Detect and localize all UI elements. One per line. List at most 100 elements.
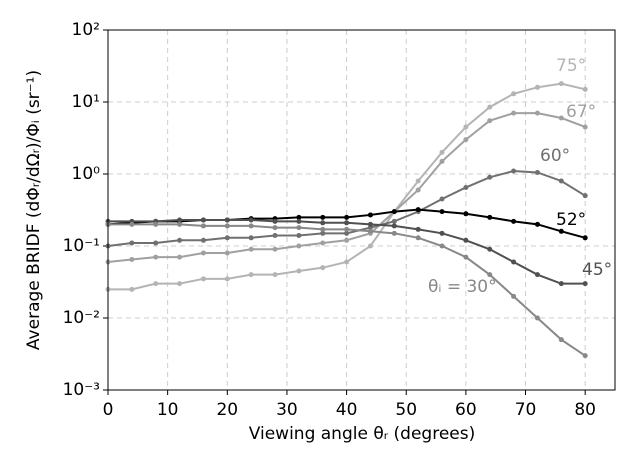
data-point: [177, 237, 183, 243]
y-tick-label: 10⁻³: [63, 380, 100, 400]
series-label: θᵢ = 30°: [428, 277, 497, 297]
data-point: [153, 221, 159, 227]
data-point: [582, 353, 588, 359]
data-point: [344, 230, 350, 236]
data-point: [272, 218, 278, 224]
data-point: [391, 230, 397, 236]
data-point: [272, 232, 278, 238]
x-tick-label: 80: [574, 400, 596, 420]
data-point: [582, 235, 588, 241]
data-point: [248, 235, 254, 241]
data-point: [415, 235, 421, 241]
data-point: [344, 214, 350, 220]
data-point: [248, 217, 254, 223]
data-point: [582, 124, 588, 130]
y-tick-label: 10⁻¹: [63, 236, 100, 256]
data-point: [558, 228, 564, 234]
series-label: 52°: [556, 210, 586, 230]
data-point: [224, 217, 230, 223]
data-point: [129, 240, 135, 246]
data-point: [534, 272, 540, 278]
data-point: [248, 272, 254, 278]
x-tick-label: 70: [515, 400, 537, 420]
data-point: [511, 110, 517, 116]
data-point: [296, 225, 302, 231]
data-point: [129, 286, 135, 292]
y-tick-label: 10⁰: [72, 164, 101, 184]
x-tick-label: 0: [103, 400, 114, 420]
data-point: [296, 232, 302, 238]
data-point: [511, 91, 517, 97]
x-tick-label: 60: [455, 400, 477, 420]
data-point: [367, 228, 373, 234]
data-point: [296, 218, 302, 224]
data-point: [463, 124, 469, 130]
data-point: [296, 268, 302, 274]
series-label: 75°: [556, 56, 586, 76]
data-point: [320, 226, 326, 232]
series-label: 45°: [582, 260, 612, 280]
data-point: [320, 230, 326, 236]
data-point: [534, 84, 540, 90]
data-point: [439, 209, 445, 215]
data-point: [153, 281, 159, 287]
data-point: [558, 115, 564, 121]
data-point: [272, 272, 278, 278]
series-label: 67°: [566, 102, 596, 122]
data-point: [534, 315, 540, 321]
data-point: [320, 265, 326, 271]
data-point: [558, 337, 564, 343]
data-point: [248, 223, 254, 229]
data-point: [391, 218, 397, 224]
data-point: [534, 110, 540, 116]
x-axis-label: Viewing angle θᵣ (degrees): [249, 424, 476, 444]
data-point: [558, 281, 564, 287]
data-point: [248, 246, 254, 252]
data-point: [534, 169, 540, 175]
y-tick-label: 10⁻²: [63, 308, 100, 328]
data-point: [344, 259, 350, 265]
data-point: [320, 214, 326, 220]
data-point: [224, 276, 230, 282]
data-point: [511, 218, 517, 224]
series-line: [108, 223, 586, 357]
data-point: [511, 168, 517, 174]
data-point: [224, 250, 230, 256]
data-point: [415, 187, 421, 193]
data-point: [200, 223, 206, 229]
data-point: [463, 237, 469, 243]
data-point: [463, 184, 469, 190]
data-point: [487, 104, 493, 110]
x-tick-label: 30: [276, 400, 298, 420]
data-point: [272, 246, 278, 252]
x-tick-label: 20: [216, 400, 238, 420]
data-point: [487, 174, 493, 180]
data-point: [129, 221, 135, 227]
series-label: 60°: [540, 146, 570, 166]
data-point: [224, 223, 230, 229]
x-tick-label: 40: [336, 400, 358, 420]
data-point: [200, 237, 206, 243]
data-point: [582, 281, 588, 287]
data-point: [415, 178, 421, 184]
data-point: [367, 221, 373, 227]
x-tick-label: 50: [395, 400, 417, 420]
data-point: [487, 246, 493, 252]
data-point: [367, 212, 373, 218]
data-point: [582, 193, 588, 199]
data-point: [177, 221, 183, 227]
data-point: [200, 250, 206, 256]
data-point: [391, 209, 397, 215]
data-point: [439, 196, 445, 202]
data-point: [153, 240, 159, 246]
data-point: [320, 240, 326, 246]
data-point: [463, 254, 469, 260]
data-point: [391, 223, 397, 229]
data-point: [129, 256, 135, 262]
data-point: [439, 158, 445, 164]
data-point: [558, 178, 564, 184]
data-point: [177, 254, 183, 260]
data-point: [415, 226, 421, 232]
data-point: [344, 226, 350, 232]
